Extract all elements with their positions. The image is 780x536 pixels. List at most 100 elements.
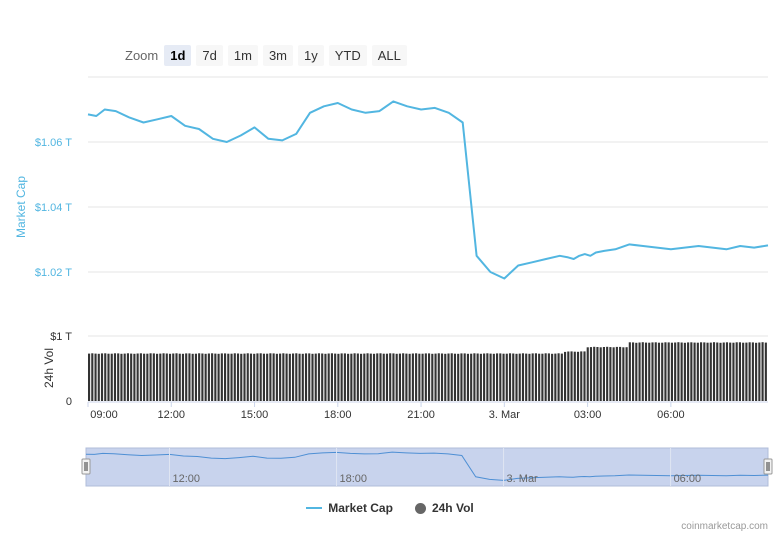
volume-bar [628, 342, 631, 401]
volume-bar [483, 353, 486, 401]
volume-axis: 0 $1 T [50, 331, 72, 408]
volume-bar [641, 342, 644, 401]
volume-bar [168, 353, 172, 401]
volume-bar [625, 347, 628, 401]
volume-bar [408, 353, 411, 401]
volume-bar [505, 353, 508, 401]
zoom-button-1m[interactable]: 1m [227, 44, 258, 66]
zoom-button-ytd[interactable]: YTD [328, 44, 367, 66]
zoom-button-7d[interactable]: 7d [196, 44, 223, 66]
volume-bar [560, 353, 563, 401]
volume-bar [376, 353, 379, 401]
volume-bar [528, 353, 531, 401]
volume-bar [353, 353, 356, 401]
volume-bar [143, 353, 146, 401]
volume-bar [635, 342, 638, 401]
volume-bar [437, 353, 440, 401]
volume-bar [602, 347, 605, 401]
navigator-right-handle[interactable] [763, 458, 773, 475]
volume-bar [366, 353, 369, 401]
volume-bar [282, 353, 285, 401]
volume-bar [152, 353, 155, 401]
volume-bar [117, 353, 120, 401]
volume-bar [243, 353, 246, 401]
volume-bar [651, 342, 654, 401]
navigator-selection[interactable] [85, 447, 769, 487]
volume-bar [518, 353, 521, 401]
legend-item-volume[interactable]: 24h Vol [414, 501, 474, 515]
volume-bar [88, 353, 91, 401]
zoom-button-all[interactable]: ALL [371, 44, 407, 66]
volume-bar [295, 353, 298, 401]
volume-bar [589, 347, 593, 401]
grid-lines [88, 76, 768, 337]
x-axis: 09:00 12:00 15:00 18:00 21:00 3. Mar 03:00 06:0… [87, 401, 768, 421]
volume-bar [444, 353, 447, 401]
volume-bar [567, 351, 570, 401]
volume-bar [201, 353, 204, 401]
navigator[interactable]: 12:00 18:00 3. Mar 06:00 [81, 447, 773, 487]
volume-bar [706, 342, 709, 401]
volume-bar [94, 353, 97, 401]
volume-bar [512, 353, 515, 401]
volume-bar [334, 353, 337, 401]
legend-item-market-cap[interactable]: Market Cap [306, 501, 393, 515]
navigator-tick-label: 18:00 [340, 473, 368, 485]
volume-bar [525, 353, 528, 401]
x-tick-label: 12:00 [157, 409, 185, 421]
volume-bar [677, 342, 680, 401]
volume-bar [544, 353, 547, 401]
volume-bar [266, 353, 269, 401]
volume-bar [735, 342, 738, 401]
volume-bar [207, 353, 210, 401]
legend: Market Cap 24h Vol [0, 501, 780, 515]
zoom-button-1y[interactable]: 1y [298, 44, 324, 66]
volume-bar [489, 353, 492, 401]
zoom-button-3m[interactable]: 3m [262, 44, 293, 66]
volume-bar [194, 353, 197, 401]
volume-bar [755, 342, 758, 401]
volume-bar [748, 342, 751, 401]
zoom-button-1d[interactable]: 1d [164, 44, 192, 66]
credits-link[interactable]: coinmarketcap.com [681, 521, 768, 532]
volume-bar [667, 342, 670, 401]
volume-bar [531, 353, 534, 401]
volume-bar [457, 353, 460, 401]
volume-bar [683, 342, 686, 401]
volume-bar [360, 353, 363, 401]
navigator-left-handle[interactable] [81, 458, 91, 475]
volume-bar [479, 353, 482, 401]
volume-bar [227, 353, 230, 401]
volume-bar [703, 342, 706, 401]
volume-bar [292, 353, 295, 401]
volume-bar [764, 342, 767, 401]
volume-bar [97, 353, 100, 401]
volume-bar [761, 342, 764, 401]
volume-axis-title: 24h Vol [42, 348, 56, 388]
volume-bar [657, 342, 661, 401]
volume-bar [178, 353, 181, 401]
volume-bar [146, 353, 149, 401]
volume-bar [246, 353, 249, 401]
volume-bar [256, 353, 259, 401]
volume-bar [304, 353, 308, 401]
volume-bar [593, 346, 596, 401]
volume-bar [340, 353, 343, 401]
volume-bar [576, 351, 580, 401]
volume-bar [233, 353, 236, 401]
volume-bar [496, 353, 499, 401]
volume-bar [418, 353, 421, 401]
volume-bar [224, 353, 227, 401]
volume-bar [534, 353, 537, 401]
x-tick-label: 15:00 [241, 409, 269, 421]
range-selector: Zoom 1d 7d 1m 3m 1y YTD ALL [125, 44, 412, 66]
volume-bar [599, 347, 602, 401]
volume-bar [648, 342, 651, 401]
volume-bar [272, 353, 275, 401]
volume-bar [476, 353, 479, 401]
volume-bar [431, 353, 434, 401]
volume-bar [722, 342, 725, 401]
volume-bar [583, 351, 586, 401]
volume-tick-label: $1 T [50, 331, 72, 343]
volume-bar [372, 353, 376, 401]
